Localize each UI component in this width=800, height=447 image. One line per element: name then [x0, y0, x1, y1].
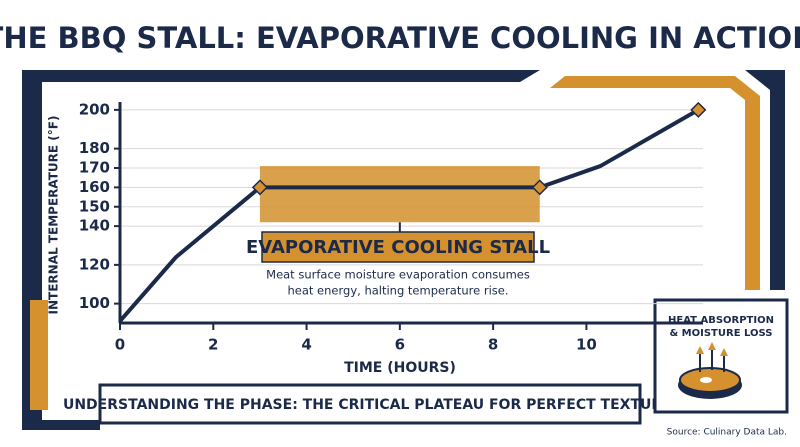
icon-caption: & MOISTURE LOSS	[669, 328, 772, 339]
y-tick-label: 170	[79, 159, 110, 177]
y-tick-label: 200	[79, 100, 110, 118]
point-marker	[251, 179, 268, 196]
point-marker	[531, 179, 548, 196]
y-tick-label: 120	[79, 255, 110, 273]
y-tick-label: 140	[79, 217, 110, 235]
icon-caption: HEAT ABSORPTION	[668, 315, 774, 326]
x-axis-label: TIME (HOURS)	[344, 360, 456, 376]
y-tick-label: 150	[79, 197, 110, 215]
banner-box	[98, 383, 642, 425]
x-tick-label: 0	[115, 336, 125, 354]
y-tick-label: 180	[79, 139, 110, 157]
source: Source: Culinary Data Lab.	[667, 428, 787, 438]
y-tick-label: 160	[79, 178, 110, 196]
stall-band	[259, 166, 540, 223]
x-tick-label: 6	[395, 336, 405, 354]
annotation-box	[261, 231, 535, 263]
x-tick-label: 10	[576, 336, 597, 354]
series-line	[118, 108, 700, 323]
x-tick-label: 8	[488, 336, 498, 354]
frame-orange-left	[30, 300, 48, 410]
steak-icon	[678, 342, 742, 399]
frame-bottom	[22, 420, 100, 430]
y-tick-label: 100	[79, 294, 110, 312]
y-axis-label: INTERNAL TEMPERATURE (°F)	[47, 116, 61, 315]
title: THE BBQ STALL: EVAPORATIVE COOLING IN AC…	[0, 21, 800, 55]
annotation-text: Meat surface moisture evaporation consum…	[266, 268, 530, 282]
annotation-text: heat energy, halting temperature rise.	[287, 284, 508, 298]
point-marker	[690, 101, 707, 118]
x-tick-label: 2	[208, 336, 218, 354]
banner: UNDERSTANDING THE PHASE: THE CRITICAL PL…	[63, 397, 677, 413]
annotation-title: EVAPORATIVE COOLING STALL	[246, 237, 550, 258]
x-tick-label: 4	[301, 336, 311, 354]
